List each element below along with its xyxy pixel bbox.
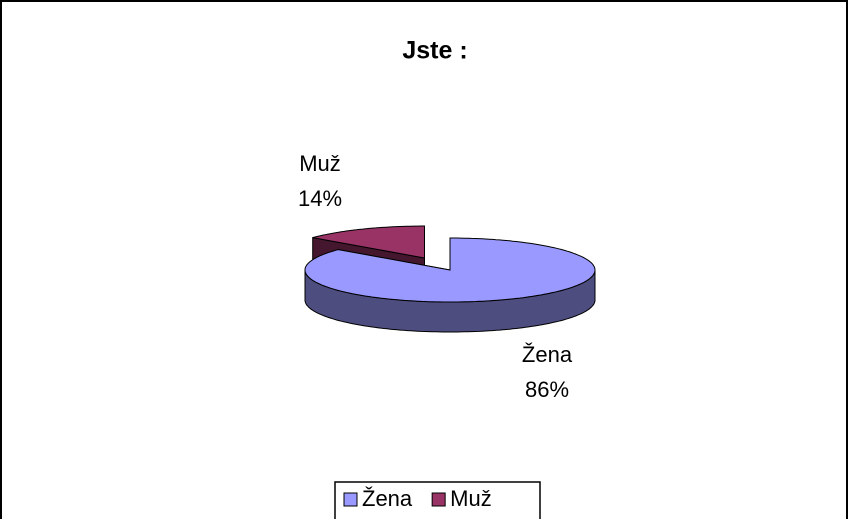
data-label-value: 14% xyxy=(298,186,342,211)
slice xyxy=(312,225,425,259)
legend-swatch xyxy=(431,492,446,507)
legend-swatch xyxy=(343,492,358,507)
data-label-value: 86% xyxy=(525,377,569,402)
legend-label: Muž xyxy=(450,486,492,511)
chart-title: Jste : xyxy=(402,37,467,65)
data-label-name: Žena xyxy=(522,342,573,367)
legend-label: Žena xyxy=(362,486,413,511)
data-label-name: Muž xyxy=(299,151,341,176)
slice xyxy=(304,237,596,303)
